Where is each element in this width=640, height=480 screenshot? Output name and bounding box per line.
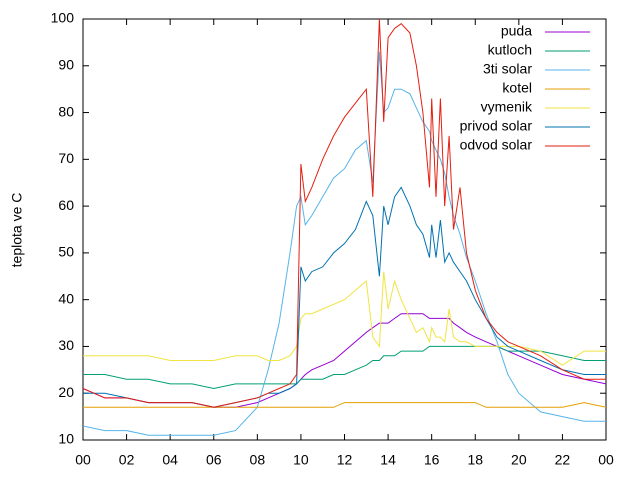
x-tick-label: 06	[206, 452, 222, 468]
legend-label: kotel	[502, 80, 532, 96]
legend-label: puda	[501, 23, 532, 39]
y-tick-label: 20	[58, 384, 74, 400]
x-tick-label: 20	[511, 452, 527, 468]
y-tick-label: 100	[51, 10, 75, 26]
legend-label: 3ti solar	[483, 61, 532, 77]
legend-label: vymenik	[481, 99, 533, 115]
y-tick-label: 70	[58, 150, 74, 166]
x-tick-label: 22	[555, 452, 571, 468]
x-tick-label: 02	[119, 452, 135, 468]
legend-label: kutloch	[488, 42, 532, 58]
x-tick-label: 00	[598, 452, 614, 468]
y-tick-label: 40	[58, 290, 74, 306]
series-line	[83, 345, 606, 390]
x-tick-label: 12	[337, 452, 353, 468]
x-tick-label: 08	[250, 452, 266, 468]
x-tick-label: 14	[380, 452, 396, 468]
series-line	[82, 18, 606, 408]
y-tick-label: 10	[58, 431, 74, 447]
series-line	[82, 313, 607, 408]
legend-label: privod solar	[460, 118, 533, 134]
legend-label: odvod solar	[460, 137, 533, 153]
series-line	[83, 402, 607, 408]
x-tick-label: 18	[467, 452, 483, 468]
x-tick-label: 10	[293, 452, 309, 468]
series-line	[83, 271, 606, 366]
y-axis-label: teplota ve C	[9, 193, 25, 268]
y-tick-label: 60	[58, 197, 74, 213]
y-tick-label: 50	[58, 244, 74, 260]
y-tick-label: 30	[58, 337, 74, 353]
x-tick-label: 16	[424, 452, 440, 468]
series-line	[82, 51, 606, 436]
x-tick-label: 00	[75, 452, 91, 468]
y-tick-label: 80	[58, 103, 74, 119]
y-tick-label: 90	[58, 56, 74, 72]
x-tick-label: 04	[162, 452, 178, 468]
